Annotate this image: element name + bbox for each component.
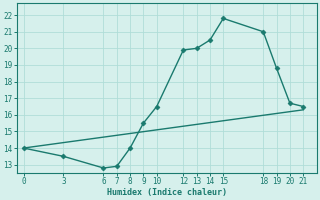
X-axis label: Humidex (Indice chaleur): Humidex (Indice chaleur) [107,188,227,197]
